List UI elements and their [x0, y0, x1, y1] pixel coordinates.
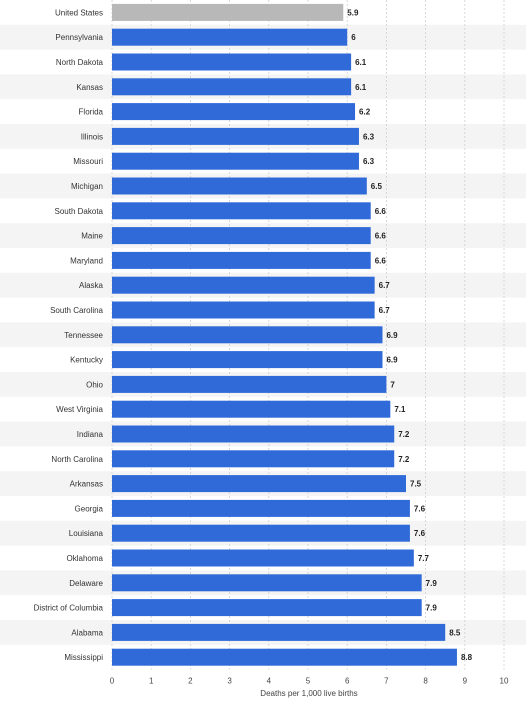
x-tick-label: 3 [227, 677, 232, 686]
value-label: 6.5 [371, 182, 383, 191]
bar [112, 78, 352, 96]
bar [112, 103, 356, 121]
category-label: Mississippi [64, 653, 103, 662]
bar [112, 599, 422, 617]
category-label: Illinois [81, 132, 103, 141]
value-label: 6.6 [375, 232, 387, 241]
x-axis-title: Deaths per 1,000 live births [260, 689, 357, 698]
value-label: 7.9 [426, 579, 438, 588]
bar [112, 499, 410, 517]
x-tick-label: 2 [188, 677, 193, 686]
bar [112, 425, 395, 443]
value-label: 6.1 [355, 58, 367, 67]
bar [112, 648, 457, 666]
value-label: 7.2 [398, 430, 410, 439]
value-label: 6.6 [375, 207, 387, 216]
category-label: Louisiana [69, 529, 104, 538]
category-label: Kentucky [70, 356, 103, 365]
bar [112, 450, 395, 468]
category-label: West Virginia [56, 405, 103, 414]
value-label: 5.9 [347, 8, 359, 17]
category-label: North Carolina [51, 455, 103, 464]
value-label: 7.5 [410, 480, 422, 489]
bar [112, 623, 446, 641]
category-label: Pennsylvania [55, 33, 103, 42]
category-label: Missouri [73, 157, 103, 166]
bar [112, 251, 371, 269]
category-label: Ohio [86, 380, 103, 389]
category-label: United States [55, 8, 103, 17]
bar [112, 276, 375, 294]
bar [112, 53, 352, 71]
category-label: South Dakota [55, 207, 104, 216]
value-label: 7.6 [414, 529, 426, 538]
value-label: 6.2 [359, 108, 371, 117]
value-label: 7.2 [398, 455, 410, 464]
bar [112, 152, 359, 170]
category-label: Kansas [76, 83, 103, 92]
bar [112, 475, 406, 493]
category-label: Arkansas [70, 480, 103, 489]
value-label: 8.5 [449, 628, 461, 637]
value-label: 7 [390, 380, 395, 389]
value-label: 6.7 [379, 306, 391, 315]
bar [112, 3, 344, 21]
category-label: North Dakota [56, 58, 104, 67]
bar [112, 227, 371, 245]
value-label: 6.1 [355, 83, 367, 92]
value-label: 6.3 [363, 157, 375, 166]
value-label: 6 [351, 33, 356, 42]
category-label: Oklahoma [67, 554, 104, 563]
category-label: Michigan [71, 182, 103, 191]
x-tick-label: 10 [500, 677, 509, 686]
bar [112, 301, 375, 319]
bar [112, 524, 410, 542]
category-label: Maine [81, 232, 103, 241]
bar [112, 351, 383, 369]
x-tick-label: 8 [423, 677, 428, 686]
bar [112, 28, 348, 46]
category-label: South Carolina [50, 306, 103, 315]
bar [112, 574, 422, 592]
value-label: 8.8 [461, 653, 473, 662]
value-label: 6.6 [375, 256, 387, 265]
x-tick-label: 6 [345, 677, 350, 686]
value-label: 6.9 [386, 331, 398, 340]
x-tick-label: 4 [267, 677, 272, 686]
value-labels: 5.9 6 6.1 6.1 6.2 6.3 6.3 6.5 6.6 6.6 6.6 6.7 6.7 6.9… [347, 8, 472, 662]
bar [112, 326, 383, 344]
category-label: Georgia [75, 504, 104, 513]
category-label: Delaware [69, 579, 103, 588]
value-label: 6.7 [379, 281, 391, 290]
bar [112, 549, 414, 567]
category-label: Indiana [77, 430, 104, 439]
category-labels: United States Pennsylvania North Dakota Kan… [34, 8, 104, 662]
bars [112, 3, 457, 666]
category-label: Alaska [79, 281, 104, 290]
x-tick-label: 7 [384, 677, 389, 686]
category-label: District of Columbia [34, 604, 104, 613]
bar [112, 202, 371, 220]
bar [112, 375, 387, 393]
x-tick-label: 9 [463, 677, 468, 686]
value-label: 6.9 [386, 356, 398, 365]
x-tick-label: 5 [306, 677, 311, 686]
x-tick-label: 1 [149, 677, 154, 686]
category-label: Tennessee [64, 331, 103, 340]
value-label: 7.1 [394, 405, 406, 414]
category-label: Maryland [70, 256, 103, 265]
value-label: 7.7 [418, 554, 430, 563]
category-label: Florida [79, 108, 104, 117]
bar [112, 127, 359, 145]
category-label: Alabama [71, 628, 103, 637]
value-label: 7.9 [426, 604, 438, 613]
x-tick-label: 0 [110, 677, 115, 686]
x-axis-ticks: 0 1 2 3 4 5 6 7 8 9 10 [110, 677, 509, 686]
value-label: 6.3 [363, 132, 375, 141]
value-label: 7.6 [414, 504, 426, 513]
bar [112, 400, 391, 418]
bar [112, 177, 367, 195]
